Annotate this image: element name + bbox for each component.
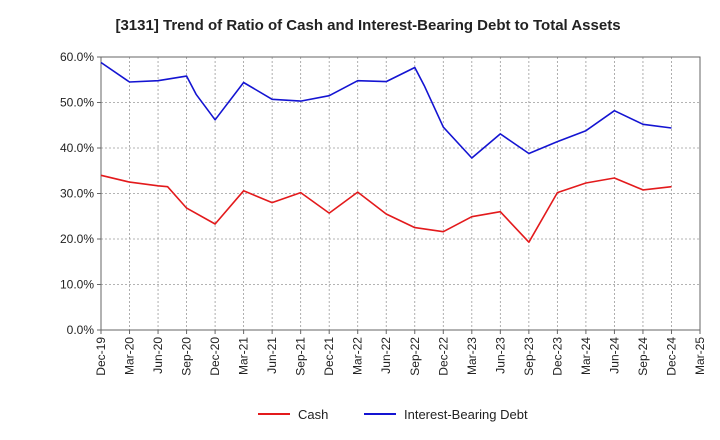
y-tick-label: 60.0% [60,50,94,64]
x-tick-label: Jun-20 [151,337,165,374]
x-tick-label: Jun-23 [493,337,507,374]
chart-title: [3131] Trend of Ratio of Cash and Intere… [115,17,620,34]
y-tick-label: 10.0% [60,278,94,292]
x-tick-label: Dec-22 [436,337,450,376]
x-tick-label: Mar-20 [123,337,137,375]
legend-label: Interest-Bearing Debt [404,407,528,422]
x-tick-label: Dec-21 [322,337,336,376]
x-tick-label: Mar-22 [351,337,365,375]
x-tick-label: Dec-20 [208,337,222,376]
x-tick-label: Jun-24 [607,337,621,374]
x-tick-label: Sep-20 [180,337,194,376]
y-tick-label: 30.0% [60,187,94,201]
x-tick-label: Mar-25 [693,337,707,375]
x-tick-label: Dec-19 [94,337,108,376]
legend: Cash Interest-Bearing Debt [258,407,528,422]
y-tick-label: 0.0% [67,323,95,337]
x-axis: Dec-19 Mar-20 Jun-20 Sep-20 Dec-20 Mar-21 Jun-… [94,330,707,376]
x-tick-label: Sep-24 [636,337,650,376]
series-line-interest-bearing-debt [100,61,672,159]
legend-label: Cash [298,407,328,422]
grid [100,56,701,331]
y-axis: 0.0% 10.0% 20.0% 30.0% 40.0% 50.0% 60.0% [60,50,101,337]
x-tick-label: Sep-21 [294,337,308,376]
x-tick-label: Dec-24 [664,337,678,376]
y-tick-label: 50.0% [60,96,94,110]
x-tick-label: Mar-24 [579,337,593,375]
x-tick-label: Jun-22 [379,337,393,374]
x-tick-label: Mar-21 [237,337,251,375]
x-tick-label: Sep-23 [522,337,536,376]
x-tick-label: Sep-22 [408,337,422,376]
y-tick-label: 20.0% [60,232,94,246]
y-tick-label: 40.0% [60,141,94,155]
x-tick-label: Dec-23 [550,337,564,376]
series-line-cash [100,174,672,243]
x-tick-label: Mar-23 [465,337,479,375]
series-lines [100,61,672,243]
x-tick-label: Jun-21 [265,337,279,374]
